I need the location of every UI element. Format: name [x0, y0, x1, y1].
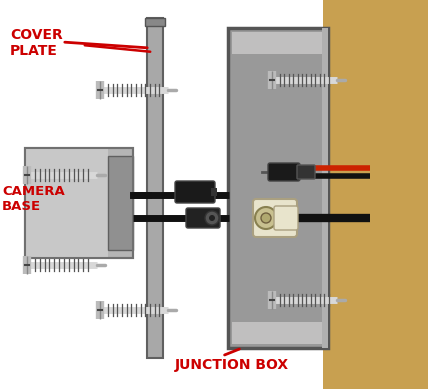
FancyBboxPatch shape [186, 208, 220, 228]
FancyBboxPatch shape [253, 199, 297, 237]
Bar [25, 148, 133, 258]
Text: CAMERA: CAMERA [2, 185, 65, 198]
Bar [232, 32, 324, 54]
FancyBboxPatch shape [268, 163, 300, 181]
Ellipse shape [205, 211, 219, 225]
FancyBboxPatch shape [274, 206, 298, 230]
Bar [25, 148, 108, 258]
Bar [322, 28, 328, 348]
Ellipse shape [255, 207, 277, 229]
FancyBboxPatch shape [175, 181, 215, 203]
Ellipse shape [261, 213, 271, 223]
Bar [147, 18, 163, 358]
Bar [145, 18, 165, 26]
Bar [211, 188, 217, 196]
Text: COVER: COVER [10, 28, 63, 42]
Text: BASE: BASE [2, 200, 41, 213]
Ellipse shape [209, 215, 215, 221]
Bar [323, 0, 428, 389]
Bar [232, 322, 324, 344]
Bar [108, 156, 133, 250]
Bar [25, 148, 133, 258]
Text: PLATE: PLATE [10, 44, 58, 58]
FancyBboxPatch shape [297, 165, 315, 179]
Bar [228, 28, 328, 348]
Text: JUNCTION BOX: JUNCTION BOX [175, 358, 289, 372]
